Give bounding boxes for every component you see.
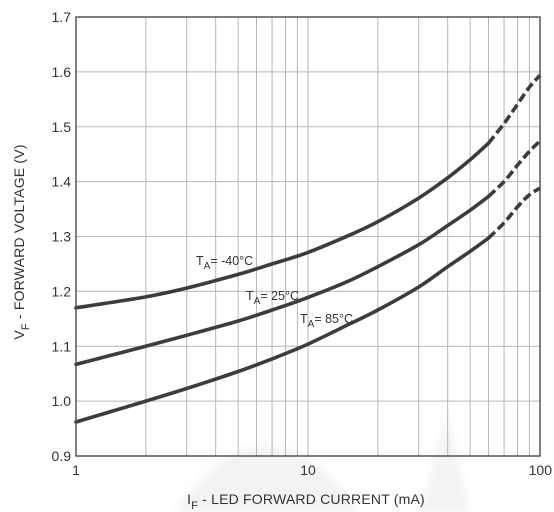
series-labels: TA= -40°C TA= 25°C TA= 85°C xyxy=(196,254,353,330)
y-tick-label: 1.1 xyxy=(52,338,72,354)
x-tick-label: 1 xyxy=(72,462,80,478)
series-label-85: TA= 85°C xyxy=(300,312,353,330)
watermark xyxy=(175,412,470,512)
x-tick-label: 100 xyxy=(529,462,553,478)
y-tick-label: 0.9 xyxy=(52,448,72,464)
series-line-dashed-1 xyxy=(487,139,542,198)
curves xyxy=(74,73,542,424)
y-tick-label: 1.5 xyxy=(52,119,72,135)
grid xyxy=(76,17,540,456)
x-tick-label: 10 xyxy=(300,462,316,478)
series-line-dashed-2 xyxy=(487,186,541,240)
y-axis-title: VF - FORWARD VOLTAGE (V) xyxy=(11,144,32,339)
y-tick-label: 1.3 xyxy=(52,229,72,245)
x-axis-title: IF - LED FORWARD CURRENT (mA) xyxy=(187,491,425,512)
y-tick-label: 1.7 xyxy=(52,9,72,25)
series-label-minus40: TA= -40°C xyxy=(196,254,253,272)
y-tick-label: 1.2 xyxy=(52,283,72,299)
series-line-dashed-0 xyxy=(487,73,542,145)
series-line-2 xyxy=(74,236,491,424)
y-tick-label: 1.4 xyxy=(52,174,72,190)
series-line-1 xyxy=(74,194,491,367)
y-tick-label: 1.0 xyxy=(52,393,72,409)
series-line-0 xyxy=(74,141,491,310)
tick-labels: 0.9 1.0 1.1 1.2 1.3 1.4 1.5 1.6 1.7 1 10 100 xyxy=(52,9,553,478)
plot-frame xyxy=(75,16,541,457)
series-label-25: TA= 25°C xyxy=(246,289,299,307)
y-tick-label: 1.6 xyxy=(52,64,72,80)
